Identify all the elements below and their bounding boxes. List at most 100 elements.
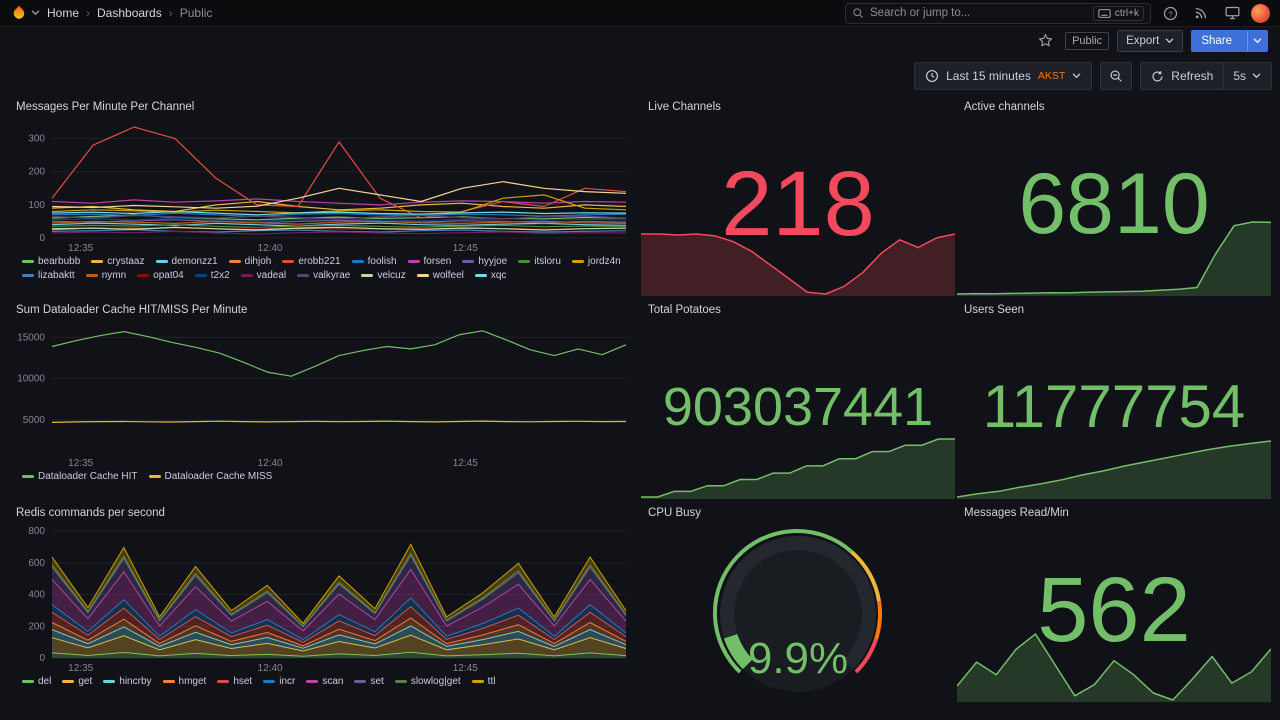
time-range-picker[interactable]: Last 15 minutes AKST <box>914 62 1093 90</box>
display-button[interactable] <box>1220 2 1244 24</box>
star-button[interactable] <box>1033 30 1057 52</box>
legend-label: wolfeel <box>432 270 464 281</box>
legend-item[interactable]: scan <box>306 675 343 688</box>
public-tag-badge[interactable]: Public <box>1065 31 1110 50</box>
sparkline <box>641 437 955 499</box>
panel-title[interactable]: Messages Read/Min <box>964 507 1069 519</box>
grafana-logo[interactable] <box>10 4 40 22</box>
legend-item[interactable]: bearbubb <box>22 255 80 268</box>
chevron-down-icon <box>1253 37 1262 43</box>
share-label[interactable]: Share <box>1201 34 1232 47</box>
panel-live-channels: Live Channels 218 <box>640 96 956 299</box>
panel-title[interactable]: Active channels <box>964 101 1045 113</box>
panel-users-seen: Users Seen 11777754 <box>956 299 1272 502</box>
refresh-label: Refresh <box>1171 69 1214 83</box>
legend-swatch <box>306 680 319 683</box>
panel-title[interactable]: Users Seen <box>964 304 1025 316</box>
shortcut-kbd: ctrl+k <box>1092 5 1144 21</box>
legend-item[interactable]: hincrby <box>103 675 152 688</box>
legend-item[interactable]: velcuz <box>361 269 406 282</box>
svg-text:12:35: 12:35 <box>68 458 93 469</box>
legend-item[interactable]: dihjoh <box>228 255 271 268</box>
panel-title[interactable]: Redis commands per second <box>16 507 165 519</box>
legend-label: hincrby <box>119 676 152 687</box>
panel-title[interactable]: Sum Dataloader Cache HIT/MISS Per Minute <box>16 304 248 316</box>
dataloader-chart[interactable]: 5000 10000 15000 12:35 12:40 12:45 <box>16 319 632 469</box>
legend-item[interactable]: t2x2 <box>194 269 230 282</box>
legend-item[interactable]: incr <box>263 675 295 688</box>
legend-label: vadeal <box>256 270 287 281</box>
news-button[interactable] <box>1189 2 1213 24</box>
panel-dataloader-cache: Sum Dataloader Cache HIT/MISS Per Minute… <box>8 299 640 502</box>
legend-item[interactable]: lizabaktt <box>22 269 75 282</box>
panel-title[interactable]: Messages Per Minute Per Channel <box>16 101 195 113</box>
share-button[interactable]: Share <box>1191 29 1268 52</box>
breadcrumb-dashboards[interactable]: Dashboards <box>97 6 162 20</box>
legend-swatch <box>474 274 487 277</box>
legend-item[interactable]: hmget <box>162 675 207 688</box>
redis-chart[interactable]: 0 200 400 600 800 12:35 12:40 12:45 <box>16 522 632 674</box>
legend-item[interactable]: del <box>22 675 51 688</box>
legend-item[interactable]: ttl <box>471 675 496 688</box>
cpu-gauge[interactable]: 9.9% <box>648 522 948 702</box>
legend-swatch <box>85 274 98 277</box>
legend-swatch <box>263 680 276 683</box>
legend-item[interactable]: opat04 <box>137 269 184 282</box>
legend-item[interactable]: Dataloader Cache MISS <box>148 470 272 483</box>
svg-text:200: 200 <box>28 621 45 632</box>
panel-messages-per-minute: Messages Per Minute Per Channel 0 100 200 3… <box>8 96 640 299</box>
rss-icon <box>1195 7 1207 19</box>
search-input[interactable]: Search or jump to... ctrl+k <box>845 2 1151 24</box>
legend-swatch <box>394 680 407 683</box>
legend-swatch <box>22 274 34 277</box>
legend-swatch <box>462 260 475 263</box>
messages-chart[interactable]: 0 100 200 300 12:35 12:40 12:45 <box>16 116 632 254</box>
legend-item[interactable]: hyyjoe <box>462 255 507 268</box>
legend-item[interactable]: crystaaz <box>91 255 145 268</box>
share-menu-toggle[interactable] <box>1247 30 1267 51</box>
legend-label: hmget <box>178 676 207 687</box>
panel-title[interactable]: Live Channels <box>648 101 721 113</box>
svg-text:12:45: 12:45 <box>453 243 478 254</box>
legend-item[interactable]: forsen <box>407 255 451 268</box>
chart-legend: bearbubb crystaaz demonzz1 dihjoh erobb221 fo… <box>16 254 632 282</box>
legend-label: get <box>78 676 93 687</box>
legend-label: opat04 <box>153 270 184 281</box>
svg-text:15000: 15000 <box>17 332 45 343</box>
legend-item[interactable]: vadeal <box>240 269 287 282</box>
zoom-out-button[interactable] <box>1100 62 1133 90</box>
legend-label: lizabaktt <box>38 270 75 281</box>
shortcut-text: ctrl+k <box>1114 7 1139 19</box>
legend-item[interactable]: itsloru <box>518 255 561 268</box>
legend-item[interactable]: slowlog|get <box>394 675 461 688</box>
legend-label: nymn <box>101 270 127 281</box>
help-button[interactable]: ? <box>1158 2 1182 24</box>
legend-item[interactable]: erobb221 <box>282 255 341 268</box>
panel-title[interactable]: Total Potatoes <box>648 304 721 316</box>
legend-item[interactable]: get <box>62 675 92 688</box>
panel-title[interactable]: CPU Busy <box>648 507 702 519</box>
legend-item[interactable]: xqc <box>474 269 507 282</box>
breadcrumb-home[interactable]: Home <box>47 6 80 20</box>
svg-text:9.9%: 9.9% <box>748 634 848 683</box>
export-button[interactable]: Export <box>1117 29 1184 52</box>
refresh-button[interactable]: Refresh 5s <box>1140 62 1272 90</box>
legend-label: t2x2 <box>210 270 230 281</box>
legend-item[interactable]: foolish <box>351 255 397 268</box>
legend-item[interactable]: wolfeel <box>416 269 464 282</box>
legend-item[interactable]: nymn <box>85 269 127 282</box>
legend-label: valkyrae <box>313 270 351 281</box>
legend-item[interactable]: Dataloader Cache HIT <box>22 470 138 483</box>
legend-item[interactable]: demonzz1 <box>155 255 218 268</box>
legend-item[interactable]: set <box>354 675 384 688</box>
user-avatar[interactable] <box>1251 3 1270 23</box>
refresh-interval-picker[interactable]: 5s <box>1223 63 1261 89</box>
refresh-interval-label: 5s <box>1233 69 1246 83</box>
chevron-down-icon <box>1165 37 1174 43</box>
legend-item[interactable]: valkyrae <box>297 269 350 282</box>
legend-label: ttl <box>487 676 496 687</box>
legend-item[interactable]: jordz4n <box>571 255 621 268</box>
legend-item[interactable]: hset <box>217 675 252 688</box>
breadcrumb-public[interactable]: Public <box>179 6 213 20</box>
legend-label: xqc <box>490 270 507 281</box>
